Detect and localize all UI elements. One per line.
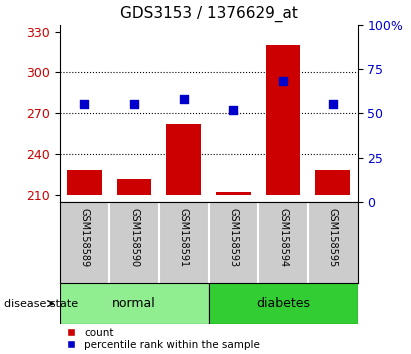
- Text: diabetes: diabetes: [256, 297, 310, 310]
- Bar: [266, 45, 300, 195]
- Bar: [166, 124, 201, 195]
- Point: [230, 107, 237, 113]
- Point: [180, 96, 187, 102]
- Legend: count, percentile rank within the sample: count, percentile rank within the sample: [60, 328, 260, 350]
- Bar: [67, 171, 102, 195]
- Bar: [208, 283, 358, 324]
- Text: GSM158593: GSM158593: [229, 208, 238, 267]
- Title: GDS3153 / 1376629_at: GDS3153 / 1376629_at: [120, 6, 298, 22]
- Text: GSM158595: GSM158595: [328, 208, 338, 268]
- Bar: [117, 179, 152, 195]
- Point: [131, 102, 137, 107]
- Point: [280, 79, 286, 84]
- Text: GSM158594: GSM158594: [278, 208, 288, 267]
- Bar: [60, 283, 209, 324]
- Text: normal: normal: [112, 297, 156, 310]
- Text: disease state: disease state: [4, 298, 78, 309]
- Point: [81, 102, 88, 107]
- Bar: [216, 192, 251, 195]
- Text: GSM158591: GSM158591: [179, 208, 189, 267]
- Text: GSM158590: GSM158590: [129, 208, 139, 267]
- Point: [330, 102, 336, 107]
- Bar: [315, 171, 350, 195]
- Text: GSM158589: GSM158589: [79, 208, 90, 267]
